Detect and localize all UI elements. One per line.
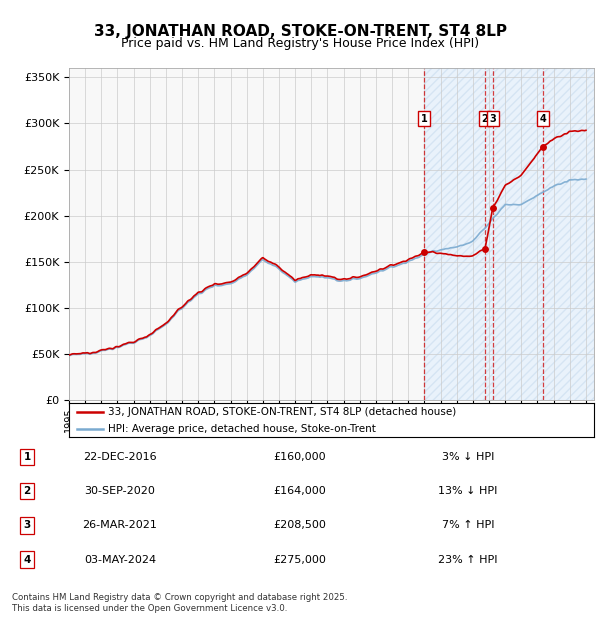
Text: 26-MAR-2021: 26-MAR-2021 [83,520,157,531]
Text: £275,000: £275,000 [274,554,326,565]
Text: 03-MAY-2024: 03-MAY-2024 [84,554,156,565]
Text: 2: 2 [23,486,31,497]
Text: 3: 3 [23,520,31,531]
Text: 7% ↑ HPI: 7% ↑ HPI [442,520,494,531]
Text: 23% ↑ HPI: 23% ↑ HPI [438,554,498,565]
Text: 3: 3 [490,114,496,124]
Text: Contains HM Land Registry data © Crown copyright and database right 2025.
This d: Contains HM Land Registry data © Crown c… [12,593,347,613]
Text: Price paid vs. HM Land Registry's House Price Index (HPI): Price paid vs. HM Land Registry's House … [121,37,479,50]
Text: 2: 2 [482,114,488,124]
Text: 1: 1 [23,452,31,463]
Bar [424,68,594,400]
Text: 33, JONATHAN ROAD, STOKE-ON-TRENT, ST4 8LP: 33, JONATHAN ROAD, STOKE-ON-TRENT, ST4 8… [94,24,506,38]
Text: 1: 1 [421,114,427,124]
Text: 13% ↓ HPI: 13% ↓ HPI [439,486,497,497]
Text: 4: 4 [23,554,31,565]
Text: £164,000: £164,000 [274,486,326,497]
Text: 30-SEP-2020: 30-SEP-2020 [85,486,155,497]
Text: 4: 4 [539,114,546,124]
Text: £208,500: £208,500 [274,520,326,531]
Text: 22-DEC-2016: 22-DEC-2016 [83,452,157,463]
Text: £160,000: £160,000 [274,452,326,463]
Text: 33, JONATHAN ROAD, STOKE-ON-TRENT, ST4 8LP (detached house): 33, JONATHAN ROAD, STOKE-ON-TRENT, ST4 8… [109,407,457,417]
Text: 3% ↓ HPI: 3% ↓ HPI [442,452,494,463]
Bar [424,68,594,400]
Text: HPI: Average price, detached house, Stoke-on-Trent: HPI: Average price, detached house, Stok… [109,423,376,433]
